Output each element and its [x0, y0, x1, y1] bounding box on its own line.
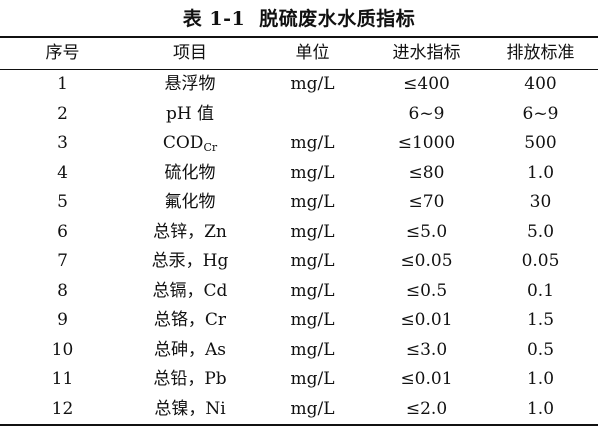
table-row: 4 硫化物 mg/L ≤80 1.0	[0, 159, 598, 189]
cell-item: 氟化物	[164, 192, 216, 212]
cell-standard: 0.5	[526, 339, 555, 360]
table-number: 表 1-1	[182, 8, 246, 30]
cell-unit: mg/L	[290, 310, 335, 330]
cell-no: 2	[57, 103, 68, 124]
cell-unit: mg/L	[290, 251, 335, 271]
cell-standard: 0.1	[526, 280, 555, 301]
cell-item: 总汞，Hg	[151, 251, 229, 271]
table-row: 1 悬浮物 mg/L ≤400 400	[0, 70, 598, 100]
cell-influent: ≤400	[403, 74, 450, 94]
cell-item: 总砷，As	[153, 339, 226, 360]
cell-item: 总铬，Cr	[153, 310, 227, 330]
cell-influent: ≤70	[408, 192, 445, 212]
cell-no: 5	[57, 192, 68, 212]
table-caption: 表 1-1 脱硫废水水质指标	[0, 4, 598, 31]
table-row: 3 CODCr mg/L ≤1000 500	[0, 129, 598, 159]
cell-no: 4	[57, 162, 68, 183]
cell-no: 9	[57, 310, 68, 330]
cell-unit: mg/L	[290, 280, 335, 301]
cell-standard: 6~9	[522, 103, 559, 124]
cell-item: 总镍，Ni	[154, 398, 226, 419]
table-row: 7 总汞，Hg mg/L ≤0.05 0.05	[0, 247, 598, 277]
cell-unit: mg/L	[290, 339, 335, 360]
cell-influent: ≤0.5	[405, 280, 448, 301]
cell-item: 总铅，Pb	[153, 369, 227, 389]
cell-item: 硫化物	[164, 162, 216, 183]
cell-influent: ≤80	[408, 162, 445, 183]
cell-unit: mg/L	[290, 162, 335, 183]
cell-unit	[255, 100, 370, 130]
table-row: 9 总铬，Cr mg/L ≤0.01 1.5	[0, 306, 598, 336]
cell-no: 1	[57, 74, 68, 94]
cell-item: CODCr	[125, 129, 255, 159]
cell-unit: mg/L	[290, 133, 335, 153]
header-unit: 单位	[295, 43, 330, 63]
cell-standard: 0.05	[521, 251, 560, 271]
cell-unit: mg/L	[290, 74, 335, 94]
cell-unit: mg/L	[290, 398, 335, 419]
cell-no: 10	[51, 339, 74, 360]
cell-item-main: COD	[162, 133, 204, 153]
header-item: 项目	[173, 43, 207, 63]
cell-standard: 30	[529, 192, 552, 212]
cell-influent: ≤5.0	[405, 221, 448, 242]
table-row: 11 总铅，Pb mg/L ≤0.01 1.0	[0, 365, 598, 395]
table-row: 12 总镍，Ni mg/L ≤2.0 1.0	[0, 395, 598, 425]
cell-item-subscript: Cr	[203, 141, 218, 154]
cell-no: 7	[57, 251, 68, 271]
cell-standard: 1.5	[526, 310, 555, 330]
header-no: 序号	[45, 43, 80, 63]
cell-standard: 400	[524, 74, 557, 94]
header-influent: 进水指标	[392, 43, 461, 63]
cell-no: 12	[51, 398, 74, 419]
table-row: 2 pH 值 6~9 6~9	[0, 100, 598, 130]
cell-unit: mg/L	[290, 369, 335, 389]
cell-unit: mg/L	[290, 192, 335, 212]
cell-standard: 1.0	[526, 398, 555, 419]
cell-no: 6	[57, 221, 68, 242]
table-row: 8 总镉，Cd mg/L ≤0.5 0.1	[0, 277, 598, 307]
table-title: 脱硫废水水质指标	[259, 8, 416, 30]
cell-standard: 1.0	[526, 162, 555, 183]
cell-no: 3	[57, 133, 68, 153]
cell-influent: ≤2.0	[405, 398, 448, 419]
table-row: 10 总砷，As mg/L ≤3.0 0.5	[0, 336, 598, 366]
cell-standard: 5.0	[526, 221, 555, 242]
cell-influent: ≤3.0	[405, 339, 448, 360]
table-row: 5 氟化物 mg/L ≤70 30	[0, 188, 598, 218]
cell-item: 悬浮物	[164, 74, 216, 94]
cell-item: 总镉，Cd	[152, 280, 228, 301]
cell-influent: ≤0.01	[400, 369, 453, 389]
cell-item: 总锌，Zn	[153, 221, 227, 242]
cell-no: 8	[57, 280, 68, 301]
cell-influent: ≤0.05	[400, 251, 453, 271]
cell-influent: ≤1000	[397, 133, 456, 153]
water-quality-table: 序号 项目 单位 进水指标 排放标准 1 悬浮物 mg/L ≤400 400 2 pH 值 6…	[0, 36, 598, 426]
cell-influent: ≤0.01	[400, 310, 453, 330]
cell-influent: 6~9	[408, 103, 445, 124]
table-row: 6 总锌，Zn mg/L ≤5.0 5.0	[0, 218, 598, 248]
table-body: 1 悬浮物 mg/L ≤400 400 2 pH 值 6~9 6~9 3 CODCr mg/L ≤100…	[0, 70, 598, 425]
cell-no: 11	[51, 369, 74, 389]
cell-unit: mg/L	[290, 221, 335, 242]
cell-standard: 500	[524, 133, 557, 153]
header-standard: 排放标准	[506, 43, 575, 63]
cell-standard: 1.0	[526, 369, 555, 389]
table-header-row: 序号 项目 单位 进水指标 排放标准	[0, 37, 598, 70]
cell-item: pH 值	[165, 103, 215, 124]
